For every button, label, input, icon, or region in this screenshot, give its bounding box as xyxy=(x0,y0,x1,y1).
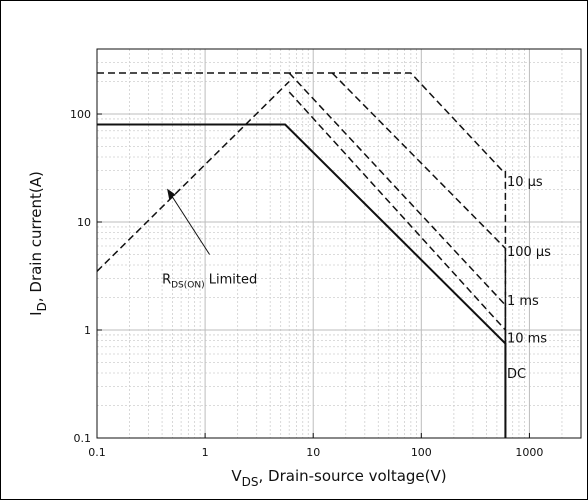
series-line-10-ms xyxy=(288,91,507,438)
x-tick-label: 10 xyxy=(306,446,320,459)
y-tick-label: 1 xyxy=(84,324,91,337)
x-axis-title-rest: , Drain-source voltage(V) xyxy=(259,467,447,485)
annotations: 10 µs 100 µs 1 ms 10 ms DC xyxy=(167,175,551,382)
x-tick-label: 1000 xyxy=(515,446,543,459)
y-axis-title-rest: , Drain current(A) xyxy=(27,171,45,302)
major-grid xyxy=(97,49,581,438)
x-tick-label: 1 xyxy=(202,446,209,459)
y-tick-label: 0.1 xyxy=(74,432,92,445)
rds-on-label: RDS(ON) Limited xyxy=(162,272,257,290)
rds-label-rest: Limited xyxy=(205,272,258,287)
x-axis-title-sub: DS xyxy=(242,475,259,489)
series-line-1-ms xyxy=(288,72,507,438)
x-tick-label: 0.1 xyxy=(88,446,106,459)
x-tick-label: 100 xyxy=(411,446,432,459)
x-axis-title: VDS, Drain-source voltage(V) xyxy=(231,467,446,489)
series-lines xyxy=(96,72,507,438)
axis-ticks: 0.1 1 10 100 1000 0.1 1 10 100 xyxy=(70,108,543,459)
rds-limit-line xyxy=(96,80,290,272)
y-tick-label: 100 xyxy=(70,108,91,121)
curve-label: 100 µs xyxy=(507,245,551,260)
y-axis-title-main: I xyxy=(27,311,45,315)
rds-label-sub: DS(ON) xyxy=(171,280,204,290)
y-axis-title-sub: D xyxy=(35,302,49,311)
y-axis-title: ID, Drain current(A) xyxy=(27,171,49,316)
series-line-10-s xyxy=(97,72,507,438)
curve-label: 10 µs xyxy=(507,175,543,190)
rds-arrow xyxy=(167,188,211,255)
series-line-100-s xyxy=(331,72,507,438)
curve-label: 1 ms xyxy=(507,294,539,309)
curve-label: 10 ms xyxy=(507,332,547,347)
plot-area xyxy=(96,48,582,439)
y-tick-label: 10 xyxy=(77,216,91,229)
x-axis-title-main: V xyxy=(231,467,242,485)
series-line-dc xyxy=(97,123,507,438)
curve-label: DC xyxy=(507,367,526,382)
rds-label-main: R xyxy=(162,272,171,287)
